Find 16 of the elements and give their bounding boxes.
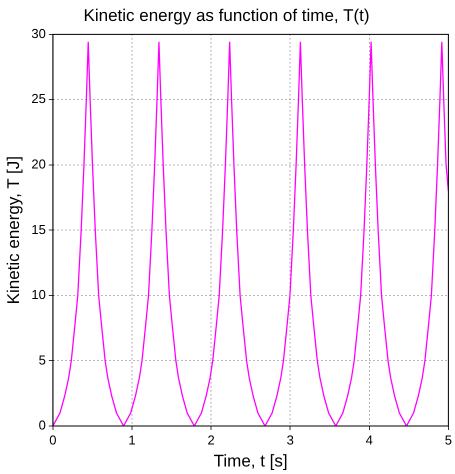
y-tick-label: 10 xyxy=(31,287,46,302)
x-tick-label: 3 xyxy=(286,432,294,448)
y-tick-label: 30 xyxy=(31,26,46,41)
x-tick-label: 5 xyxy=(444,432,452,448)
chart-title: Kinetic energy as function of time, T(t) xyxy=(84,6,370,25)
x-tick-label: 4 xyxy=(366,432,373,448)
y-tick-label: 15 xyxy=(31,222,46,237)
x-axis-title: Time, t [s] xyxy=(214,451,288,470)
y-tick-label: 25 xyxy=(31,91,46,106)
y-tick-label: 0 xyxy=(38,418,46,433)
y-tick-label: 5 xyxy=(38,352,46,368)
x-tick-label: 2 xyxy=(207,432,215,448)
y-axis-title: Kinetic energy, T [J] xyxy=(4,156,23,304)
x-tick-label: 1 xyxy=(128,432,136,448)
x-tick-label: 0 xyxy=(49,432,56,448)
y-tick-label: 20 xyxy=(31,156,46,172)
